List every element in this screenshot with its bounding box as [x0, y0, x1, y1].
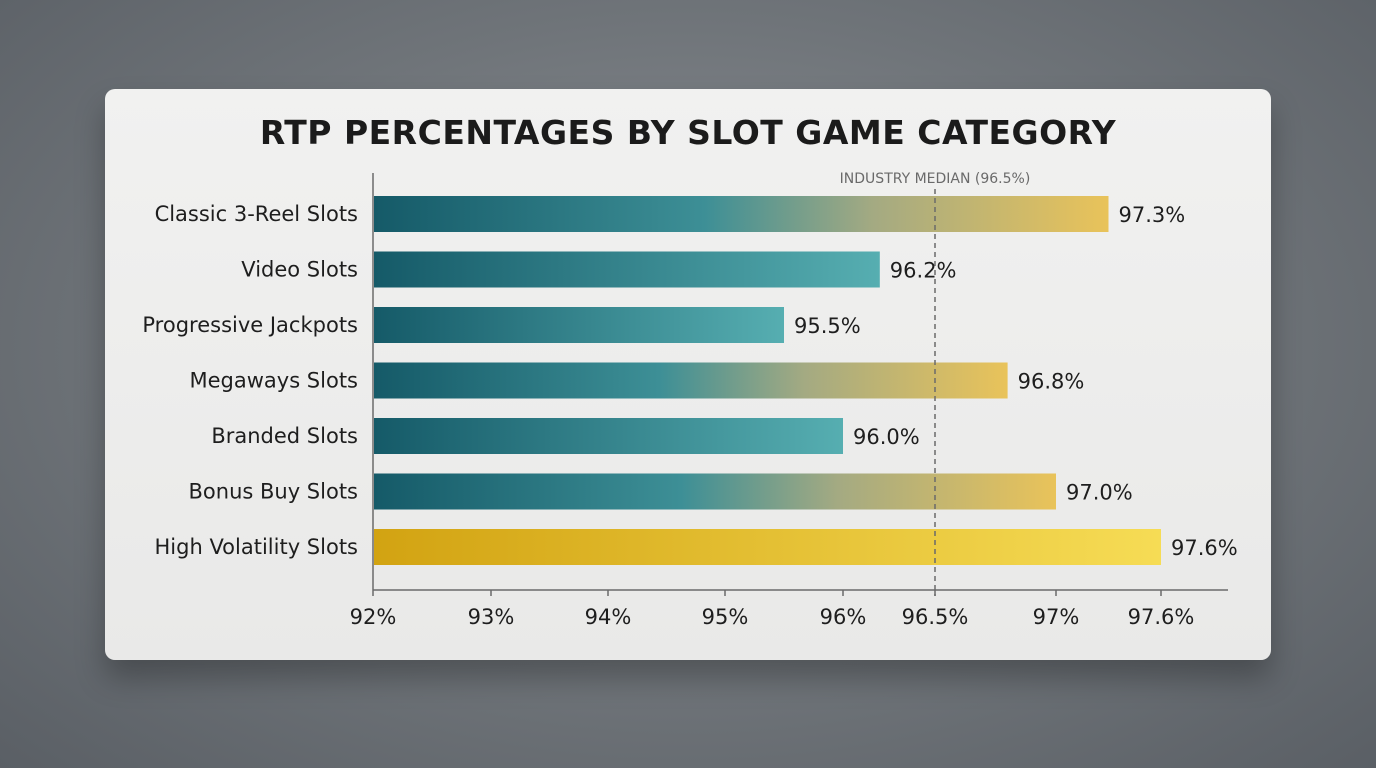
category-label-4: Branded Slots: [211, 424, 358, 448]
category-label-1: Video Slots: [241, 258, 358, 282]
x-tick-label-0: 92%: [350, 605, 397, 629]
bar-2: [374, 307, 784, 343]
value-label-1: 96.2%: [890, 259, 957, 283]
value-label-6: 97.6%: [1171, 536, 1238, 560]
bar-6: [374, 529, 1161, 565]
x-tick-label-4: 96%: [820, 605, 867, 629]
category-label-3: Megaways Slots: [189, 369, 358, 393]
value-label-4: 96.0%: [853, 425, 920, 449]
category-label-6: High Volatility Slots: [155, 535, 359, 559]
value-label-0: 97.3%: [1119, 203, 1186, 227]
bar-1: [374, 251, 880, 288]
x-tick-label-3: 95%: [702, 605, 749, 629]
x-tick-label-2: 94%: [585, 605, 632, 629]
chart-card: RTP PERCENTAGES BY SLOT GAME CATEGORY IN…: [105, 89, 1271, 660]
bar-0: [374, 196, 1109, 232]
x-tick-label-5: 96.5%: [902, 605, 969, 629]
bar-chart: INDUSTRY MEDIAN (96.5%) Classic 3-Reel S…: [142, 171, 1238, 629]
x-tick-label-7: 97.6%: [1128, 605, 1195, 629]
bar-3: [374, 362, 1008, 399]
value-label-5: 97.0%: [1066, 481, 1133, 505]
bar-4: [374, 418, 843, 454]
category-label-5: Bonus Buy Slots: [189, 480, 359, 504]
x-tick-label-1: 93%: [468, 605, 515, 629]
median-label: INDUSTRY MEDIAN (96.5%): [840, 171, 1031, 187]
category-label-2: Progressive Jackpots: [142, 313, 358, 337]
value-label-2: 95.5%: [794, 314, 861, 338]
value-label-3: 96.8%: [1018, 370, 1085, 394]
bar-5: [374, 473, 1056, 510]
chart-title: RTP PERCENTAGES BY SLOT GAME CATEGORY: [259, 113, 1117, 152]
x-tick-label-6: 97%: [1033, 605, 1080, 629]
category-label-0: Classic 3-Reel Slots: [155, 202, 358, 226]
